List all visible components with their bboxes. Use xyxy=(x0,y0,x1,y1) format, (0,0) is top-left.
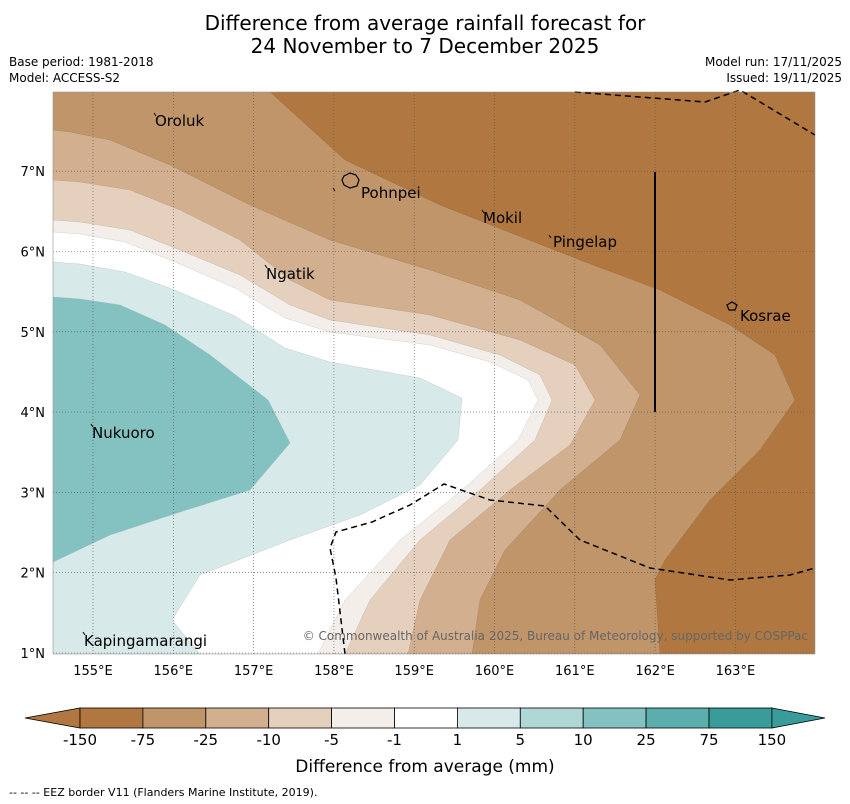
colorbar-swatch xyxy=(456,707,521,729)
label-ngatik: Ngatik xyxy=(266,265,315,283)
colorbar-label: -10 xyxy=(256,731,281,749)
copyright-notice: © Commonwealth of Australia 2025, Bureau… xyxy=(303,629,808,643)
colorbar-swatch xyxy=(268,707,333,729)
colorbar-extend-right xyxy=(771,707,826,729)
title-line-2: 24 November to 7 December 2025 xyxy=(250,34,600,58)
colorbar-label: 25 xyxy=(637,731,656,749)
lon-tick-label: 160°E xyxy=(475,664,515,679)
colorbar-label: -5 xyxy=(324,731,339,749)
kapingamarangi-marker xyxy=(82,631,86,636)
ant-marker xyxy=(332,187,336,192)
mokil-marker xyxy=(481,209,485,214)
lon-tick-label: 157°E xyxy=(234,664,274,679)
colorbar-swatch xyxy=(582,707,647,729)
label-pingelap: Pingelap xyxy=(553,233,617,251)
ngatik-marker xyxy=(264,264,268,269)
colorbar-label: -75 xyxy=(131,731,156,749)
place-labels: Oroluk Pohnpei Mokil Pingelap Ngatik Kos… xyxy=(84,112,791,650)
colorbar-label: 150 xyxy=(758,731,787,749)
colorbar-label: 5 xyxy=(516,731,526,749)
colorbar-extend-left xyxy=(24,707,81,729)
label-pohnpei: Pohnpei xyxy=(361,184,421,202)
colorbar-swatch xyxy=(142,707,207,729)
label-kapingamarangi: Kapingamarangi xyxy=(84,632,207,650)
lon-tick-label: 156°E xyxy=(154,664,194,679)
colorbar-swatch xyxy=(394,707,458,729)
contour-fills xyxy=(53,92,815,654)
lat-tick-label: 3°N xyxy=(21,486,46,501)
colorbar-swatch xyxy=(645,707,710,729)
lat-tick-label: 6°N xyxy=(21,246,46,261)
lat-tick-label: 4°N xyxy=(21,406,46,421)
colorbar-label: -25 xyxy=(194,731,219,749)
base-period-text: Base period: 1981-2018 xyxy=(9,55,154,69)
label-kosrae: Kosrae xyxy=(740,307,791,325)
colorbar-title: Difference from average (mm) xyxy=(295,757,554,777)
lon-tick-label: 162°E xyxy=(635,664,675,679)
issued-text: Issued: 19/11/2025 xyxy=(726,71,842,85)
lon-tick-label: 155°E xyxy=(73,664,113,679)
longitude-axis: 155°E 156°E 157°E 158°E 159°E 160°E 161°E 162°E… xyxy=(73,664,755,679)
nukuoro-marker xyxy=(90,423,94,428)
lon-tick-label: 161°E xyxy=(555,664,595,679)
colorbar: -150 -75 -25 -10 -5 -1 1 5 10 25 75 150 xyxy=(24,707,826,749)
colorbar-label: 1 xyxy=(453,731,463,749)
colorbar-swatch xyxy=(331,707,395,729)
pohnpei-island-icon xyxy=(341,172,360,189)
colorbar-label: -1 xyxy=(387,731,402,749)
lat-tick-label: 7°N xyxy=(21,165,46,180)
label-oroluk: Oroluk xyxy=(155,112,204,130)
colorbar-label: -150 xyxy=(63,731,97,749)
eez-border-north xyxy=(574,89,816,136)
lon-tick-label: 158°E xyxy=(314,664,354,679)
model-text: Model: ACCESS-S2 xyxy=(9,71,121,85)
lon-tick-label: 163°E xyxy=(716,664,756,679)
colorbar-swatch xyxy=(519,707,584,729)
colorbar-label: 75 xyxy=(699,731,718,749)
lat-tick-label: 2°N xyxy=(21,567,46,582)
title-line-1: Difference from average rainfall forecas… xyxy=(204,11,646,35)
lon-tick-label: 159°E xyxy=(394,664,434,679)
model-run-text: Model run: 17/11/2025 xyxy=(704,55,842,69)
lat-tick-label: 5°N xyxy=(21,326,46,341)
run-info: Model run: 17/11/2025 Issued: 19/11/2025 xyxy=(705,54,842,86)
map-frame xyxy=(52,91,816,655)
lat-tick-label: 1°N xyxy=(21,647,46,662)
kosrae-island-icon xyxy=(726,301,738,311)
colorbar-swatch xyxy=(79,707,144,729)
pingelap-marker xyxy=(548,234,552,239)
eez-borders xyxy=(329,89,816,655)
eez-footnote: -- -- -- EEZ border V11 (Flanders Marine… xyxy=(9,786,318,799)
model-info: Base period: 1981-2018 Model: ACCESS-S2 xyxy=(9,54,154,86)
atoll-markers xyxy=(82,112,552,636)
colorbar-label: 10 xyxy=(574,731,593,749)
oroluk-marker xyxy=(153,112,157,117)
colorbar-swatch xyxy=(205,707,270,729)
label-mokil: Mokil xyxy=(483,209,522,227)
label-nukuoro: Nukuoro xyxy=(92,424,155,442)
map-title: Difference from average rainfall forecas… xyxy=(0,12,850,58)
band-wet-10-25 xyxy=(53,297,290,562)
latitude-axis: 1°N 2°N 3°N 4°N 5°N 6°N 7°N xyxy=(21,165,46,662)
colorbar-swatch xyxy=(708,707,773,729)
